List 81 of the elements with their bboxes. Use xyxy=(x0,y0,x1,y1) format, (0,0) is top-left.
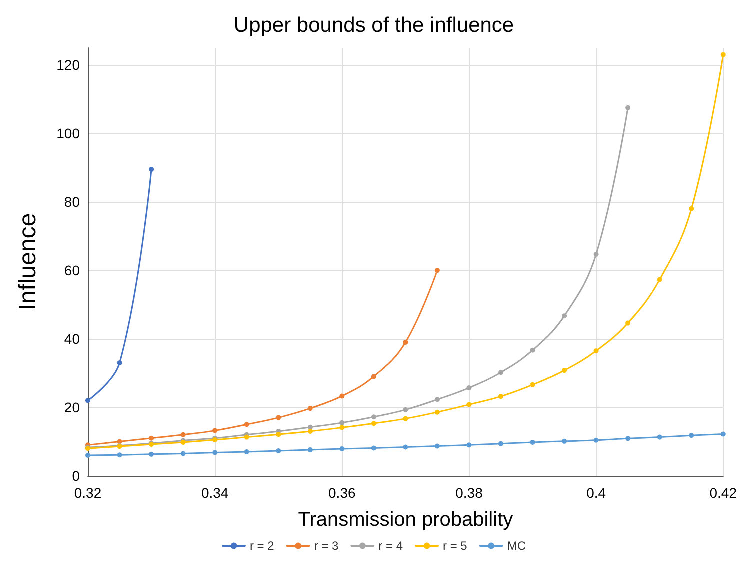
point xyxy=(498,394,504,400)
point xyxy=(308,428,313,434)
point xyxy=(371,421,376,426)
y-tick-label: 120 xyxy=(56,57,80,74)
point xyxy=(117,452,122,458)
x-tick-label: 0.36 xyxy=(328,485,356,501)
point xyxy=(562,368,568,374)
point xyxy=(149,436,154,441)
point xyxy=(689,206,694,212)
point xyxy=(403,444,408,450)
point xyxy=(466,386,472,390)
point xyxy=(403,416,408,422)
point xyxy=(720,52,726,58)
point xyxy=(180,451,186,456)
y-tick-label: 20 xyxy=(64,400,80,416)
point xyxy=(657,434,662,440)
x-tick-label: 0.42 xyxy=(710,485,738,501)
point xyxy=(212,450,218,456)
point xyxy=(498,370,504,376)
point xyxy=(434,397,440,402)
point xyxy=(530,348,536,353)
point xyxy=(657,277,662,282)
y-tick-label: 40 xyxy=(64,331,80,348)
point xyxy=(594,438,599,443)
point xyxy=(117,360,122,366)
point xyxy=(530,440,536,445)
legend-label: MC xyxy=(507,539,526,553)
point xyxy=(276,432,282,438)
point xyxy=(530,382,536,388)
point xyxy=(340,394,345,399)
point xyxy=(276,415,282,420)
point xyxy=(403,340,408,345)
point xyxy=(149,167,154,172)
point xyxy=(86,452,90,458)
point xyxy=(371,374,376,380)
point xyxy=(594,252,599,257)
y-tick-label: 80 xyxy=(64,194,80,210)
point xyxy=(244,422,250,428)
point xyxy=(626,105,631,110)
point xyxy=(626,436,631,442)
point xyxy=(434,268,440,274)
legend-label: r = 5 xyxy=(443,539,468,553)
point xyxy=(434,410,440,415)
y-axis-title: Influence xyxy=(14,213,42,311)
x-tick-label: 0.34 xyxy=(201,485,229,501)
legend-label: r = 2 xyxy=(250,539,275,553)
point xyxy=(212,428,218,434)
point xyxy=(403,407,408,412)
point xyxy=(308,406,313,412)
point xyxy=(466,442,472,448)
x-tick-label: 0.38 xyxy=(456,485,484,501)
point xyxy=(180,432,186,438)
point xyxy=(340,420,345,426)
point xyxy=(689,433,694,438)
point xyxy=(244,450,250,455)
point xyxy=(594,348,599,354)
y-tick-label: 0 xyxy=(72,468,80,484)
x-axis-title: Transmission probability xyxy=(298,509,514,531)
point xyxy=(498,441,504,446)
chart-title: Upper bounds of the influence xyxy=(234,14,514,37)
point xyxy=(562,438,568,444)
point xyxy=(720,432,726,437)
point xyxy=(466,402,472,408)
point xyxy=(276,448,282,454)
point xyxy=(149,452,154,457)
point xyxy=(86,398,90,404)
point xyxy=(340,446,345,452)
point xyxy=(308,447,313,452)
point xyxy=(371,414,376,420)
point xyxy=(371,446,376,451)
legend-label: r = 3 xyxy=(314,539,339,553)
point xyxy=(434,444,440,449)
y-tick-label: 60 xyxy=(64,262,80,279)
legend-label: r = 4 xyxy=(378,539,404,553)
point xyxy=(562,314,568,319)
x-tick-label: 0.32 xyxy=(74,485,102,501)
point xyxy=(244,434,250,440)
y-tick-label: 100 xyxy=(56,126,80,142)
point xyxy=(626,320,631,326)
point xyxy=(340,425,345,430)
x-tick-label: 0.4 xyxy=(586,485,606,501)
